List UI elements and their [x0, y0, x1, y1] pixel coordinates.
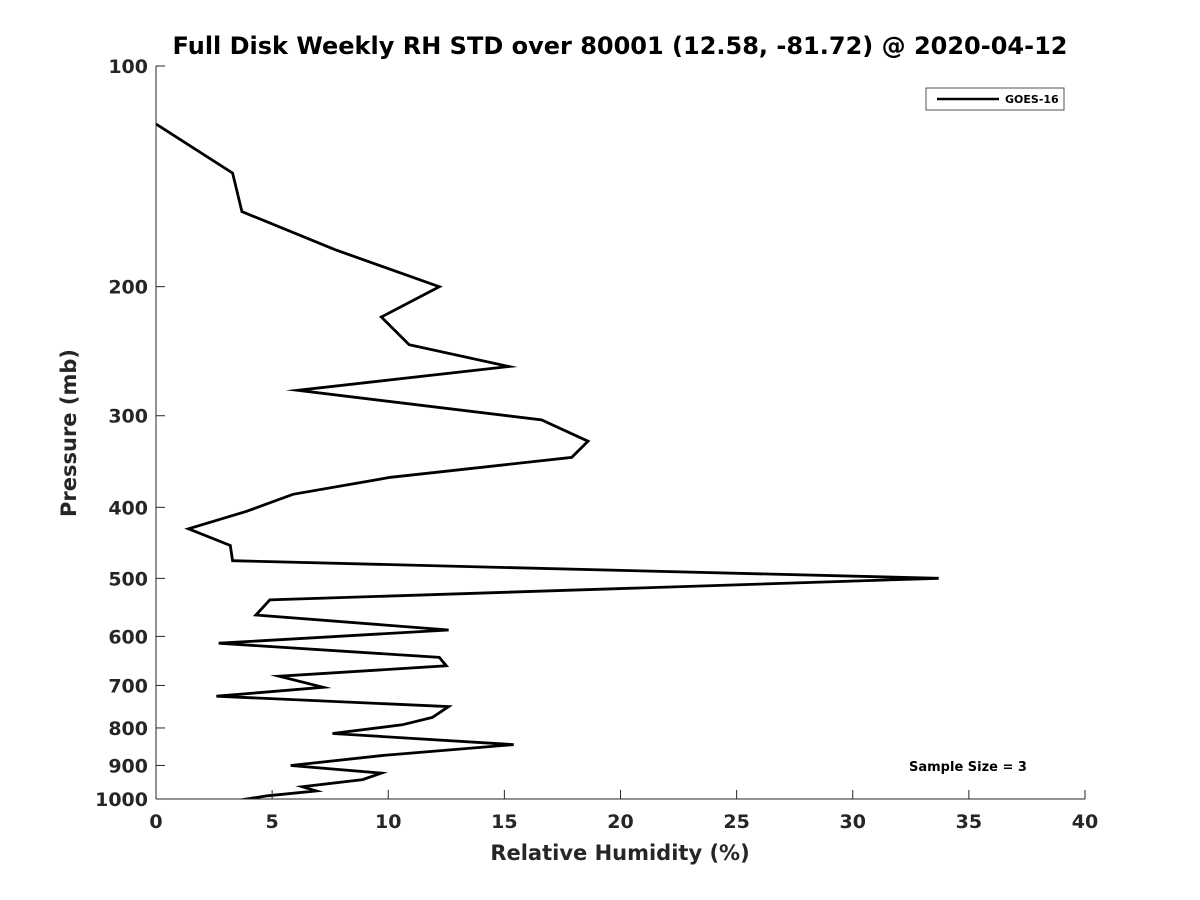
x-tick-label-0: 0 — [149, 811, 162, 833]
series-layer — [156, 122, 939, 799]
plot-background — [156, 66, 1085, 799]
x-tick-label-40: 40 — [1072, 811, 1098, 833]
x-tick-label-35: 35 — [956, 811, 982, 833]
x-tick-label-25: 25 — [723, 811, 749, 833]
series-line-goes-16 — [156, 122, 939, 799]
x-tick-label-15: 15 — [491, 811, 517, 833]
legend-label-goes16: GOES-16 — [1005, 93, 1059, 106]
ticks-layer: 0 5 10 15 20 25 30 35 40 100 200 300 400 500 600 700 800… — [95, 56, 1098, 833]
y-tick-label-800: 800 — [108, 718, 148, 740]
sample-size-annotation: Sample Size = 3 — [909, 760, 1027, 775]
x-tick-label-10: 10 — [375, 811, 401, 833]
y-tick-label-900: 900 — [108, 755, 148, 777]
legend: GOES-16 — [925, 87, 1065, 111]
y-tick-label-100: 100 — [108, 56, 148, 78]
y-tick-label-1000: 1000 — [95, 789, 148, 811]
x-axis-label: Relative Humidity (%) — [490, 841, 749, 865]
plot-area — [156, 66, 1085, 799]
y-tick-label-200: 200 — [108, 277, 148, 299]
y-tick-label-300: 300 — [108, 406, 148, 428]
y-tick-label-600: 600 — [108, 626, 148, 648]
x-tick-label-5: 5 — [266, 811, 279, 833]
chart-title: Full Disk Weekly RH STD over 80001 (12.5… — [173, 32, 1068, 60]
x-tick-label-30: 30 — [840, 811, 866, 833]
y-tick-label-400: 400 — [108, 497, 148, 519]
x-tick-label-20: 20 — [607, 811, 633, 833]
y-tick-label-500: 500 — [108, 568, 148, 590]
y-tick-label-700: 700 — [108, 675, 148, 697]
y-axis-label: Pressure (mb) — [57, 349, 81, 517]
